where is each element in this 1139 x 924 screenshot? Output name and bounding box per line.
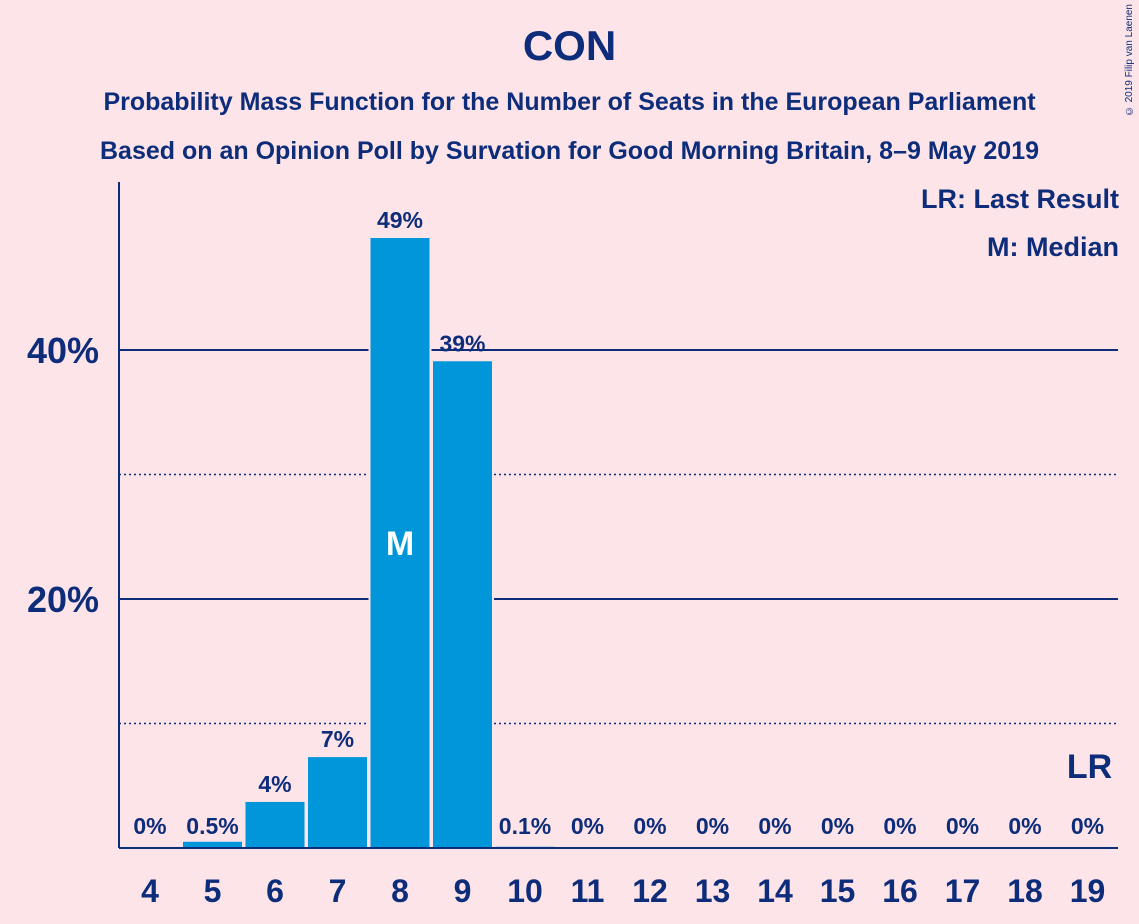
x-tick-label: 4	[141, 873, 159, 909]
data-label: 39%	[439, 330, 485, 356]
bar	[245, 801, 305, 848]
bar	[308, 757, 367, 848]
x-tick-label: 8	[391, 873, 409, 909]
x-tick-label: 12	[632, 873, 668, 909]
y-tick-label: 40%	[27, 330, 99, 371]
chart-title: CON	[522, 22, 617, 69]
median-marker: M	[386, 525, 414, 563]
data-label: 7%	[321, 726, 354, 752]
bar	[433, 361, 492, 848]
x-tick-label: 5	[204, 873, 222, 909]
bar-halo	[493, 844, 557, 848]
data-label: 0%	[1071, 813, 1104, 839]
last-result-marker: LR	[1067, 748, 1112, 786]
x-tick-label: 9	[454, 873, 472, 909]
chart-subtitle-poll: Based on an Opinion Poll by Survation fo…	[99, 137, 1040, 165]
data-label: 0%	[758, 813, 791, 839]
x-tick-label: 13	[695, 873, 731, 909]
data-label: 0%	[571, 813, 604, 839]
data-label: 0.5%	[186, 813, 238, 839]
legend-last-result: LR: Last Result	[920, 184, 1119, 214]
x-tick-label: 10	[507, 873, 543, 909]
bar	[370, 238, 430, 849]
x-tick-label: 6	[266, 873, 284, 909]
data-label: 0%	[633, 813, 666, 839]
x-tick-label: 7	[329, 873, 347, 909]
x-tick-label: 15	[820, 873, 856, 909]
x-tick-label: 18	[1007, 873, 1043, 909]
x-tick-label: 19	[1070, 873, 1106, 909]
x-tick-label: 11	[571, 873, 605, 909]
legend-median: M: Median	[987, 232, 1119, 262]
chart-subtitle: Probability Mass Function for the Number…	[103, 88, 1036, 116]
data-label: 0%	[133, 813, 166, 839]
x-tick-label: 14	[757, 873, 793, 909]
data-label: 49%	[377, 207, 423, 233]
data-label: 0%	[696, 813, 729, 839]
x-tick-label: 16	[882, 873, 918, 909]
bar	[183, 841, 242, 848]
x-tick-label: 17	[945, 873, 981, 909]
data-label: 0%	[1008, 813, 1041, 839]
y-tick-label: 20%	[27, 579, 99, 620]
data-label: 0%	[946, 813, 979, 839]
data-label: 4%	[258, 771, 291, 797]
data-label: 0%	[883, 813, 916, 839]
data-label: 0%	[821, 813, 854, 839]
data-label: 0.1%	[499, 813, 551, 839]
